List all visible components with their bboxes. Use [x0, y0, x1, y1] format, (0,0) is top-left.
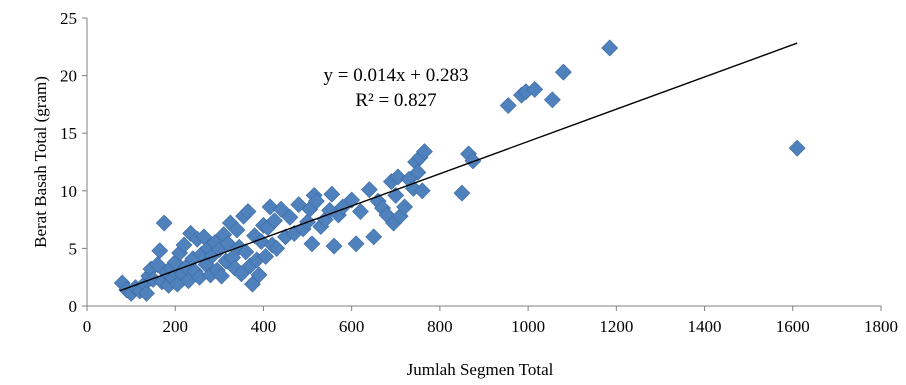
data-point [307, 192, 325, 210]
data-point [360, 181, 378, 199]
data-point [257, 248, 275, 265]
trendline [119, 42, 798, 292]
y-tick-label: 25 [60, 9, 77, 28]
data-point [303, 235, 321, 253]
data-point [453, 184, 471, 202]
data-point [261, 198, 279, 216]
data-points [113, 39, 806, 302]
y-tick-labels: 0 5 10 15 20 25 [60, 9, 77, 316]
x-tick-label: 200 [162, 317, 188, 336]
data-point [352, 203, 369, 220]
data-point [543, 91, 561, 109]
data-point [788, 139, 806, 157]
data-point [250, 266, 268, 284]
data-point [323, 185, 341, 203]
y-tick-label: 0 [69, 297, 78, 316]
trendline-equation: y = 0.014x + 0.283 [324, 65, 469, 86]
r-squared-label: R² = 0.827 [355, 90, 436, 111]
y-tick-label: 20 [60, 67, 77, 86]
data-point [239, 203, 257, 220]
data-point [464, 152, 482, 170]
data-point [396, 198, 414, 216]
data-point [365, 228, 383, 246]
y-tick-label: 10 [60, 182, 77, 201]
x-tick-label: 1400 [688, 317, 722, 336]
x-tick-label: 800 [427, 317, 453, 336]
data-point [499, 97, 517, 114]
data-point [155, 214, 173, 232]
tick-marks [82, 17, 882, 311]
y-axis-title: Berat Basah Total (gram) [31, 76, 50, 248]
x-tick-label: 600 [339, 317, 365, 336]
data-point [554, 63, 572, 81]
data-point [416, 143, 433, 161]
data-point [389, 168, 407, 186]
data-point [347, 235, 365, 253]
data-point [149, 256, 167, 273]
data-point [237, 243, 255, 261]
data-point [138, 284, 155, 302]
x-tick-label: 1000 [511, 317, 545, 336]
data-point [409, 163, 427, 181]
y-tick-label: 15 [60, 124, 77, 143]
data-point [281, 208, 299, 226]
data-point [325, 237, 343, 255]
x-tick-labels: 0 200 400 600 800 1000 1200 1400 1600 1800 [83, 317, 898, 336]
x-tick-label: 1200 [599, 317, 633, 336]
x-axis-title: Jumlah Segmen Total [407, 360, 554, 379]
data-point [266, 212, 283, 230]
x-tick-label: 400 [251, 317, 277, 336]
data-point [413, 182, 431, 200]
data-point [232, 265, 250, 283]
data-point [175, 236, 193, 254]
data-point [268, 239, 286, 257]
data-point [228, 221, 246, 239]
x-tick-label: 1600 [776, 317, 810, 336]
x-tick-label: 1800 [864, 317, 898, 336]
data-point [601, 39, 619, 57]
y-tick-label: 5 [69, 239, 78, 258]
data-point [213, 267, 230, 285]
data-point [526, 80, 544, 98]
data-point [272, 200, 290, 218]
data-point [151, 242, 169, 260]
x-tick-label: 0 [83, 317, 92, 336]
